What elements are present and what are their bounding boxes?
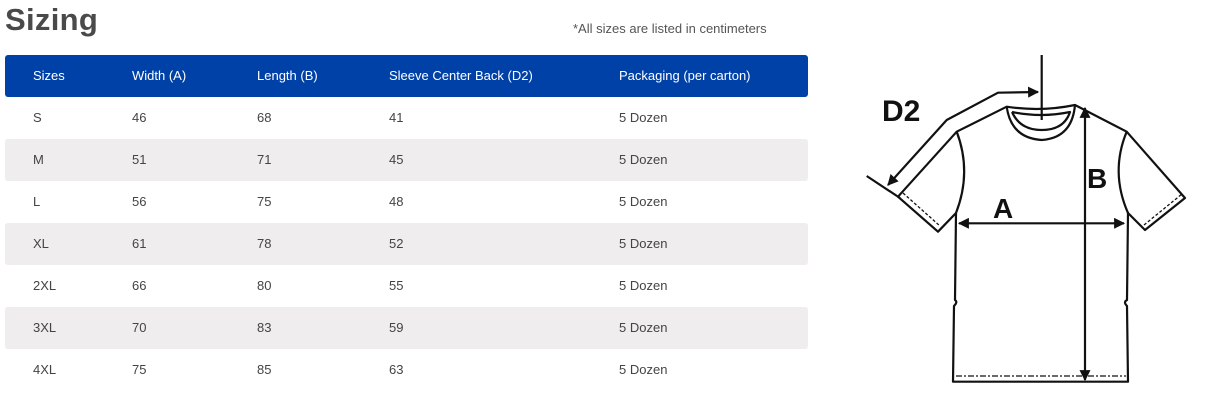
table-row: XL 61 78 52 5 Dozen (5, 223, 808, 265)
cell-size: S (33, 110, 42, 125)
sizing-table: Sizes Width (A) Length (B) Sleeve Center… (5, 55, 808, 391)
cell-sleeve: 45 (389, 152, 404, 167)
cell-length: 68 (257, 110, 272, 125)
header-packaging: Packaging (per carton) (619, 68, 751, 83)
page-title: Sizing (5, 2, 99, 37)
cell-sleeve: 63 (389, 362, 404, 377)
cell-length: 80 (257, 278, 272, 293)
cell-width: 46 (132, 110, 147, 125)
table-row: 2XL 66 80 55 5 Dozen (5, 265, 808, 307)
cell-sleeve: 41 (389, 110, 404, 125)
cell-length: 83 (257, 320, 272, 335)
cell-length: 75 (257, 194, 272, 209)
cell-length: 85 (257, 362, 272, 377)
cell-size: 4XL (33, 362, 57, 377)
table-row: S 46 68 41 5 Dozen (5, 97, 808, 139)
left-armhole (954, 131, 966, 214)
cell-packaging: 5 Dozen (619, 278, 668, 293)
cell-width: 56 (132, 194, 147, 209)
cell-packaging: 5 Dozen (619, 152, 668, 167)
header-length: Length (B) (257, 68, 318, 83)
header-sizes: Sizes (33, 68, 65, 83)
label-a: A (993, 193, 1013, 224)
cell-sleeve: 48 (389, 194, 404, 209)
cell-size: XL (33, 236, 49, 251)
header-sleeve: Sleeve Center Back (D2) (389, 68, 533, 83)
label-b: B (1087, 163, 1107, 194)
cell-width: 66 (132, 278, 147, 293)
header-width: Width (A) (132, 68, 187, 83)
table-row: M 51 71 45 5 Dozen (5, 139, 808, 181)
d2-arrow (887, 86, 1040, 186)
right-armhole (1117, 131, 1130, 214)
cell-sleeve: 59 (389, 320, 404, 335)
cell-width: 51 (132, 152, 147, 167)
cell-size: 2XL (33, 278, 57, 293)
cell-sleeve: 52 (389, 236, 404, 251)
cell-size: M (33, 152, 44, 167)
cell-packaging: 5 Dozen (619, 194, 668, 209)
label-d2: D2 (882, 95, 920, 128)
cell-width: 61 (132, 236, 147, 251)
cell-packaging: 5 Dozen (619, 362, 668, 377)
cell-length: 71 (257, 152, 272, 167)
cell-size: L (33, 194, 41, 209)
cell-packaging: 5 Dozen (619, 236, 668, 251)
cell-packaging: 5 Dozen (619, 110, 668, 125)
cell-sleeve: 55 (389, 278, 404, 293)
cell-width: 75 (132, 362, 147, 377)
table-row: 4XL 75 85 63 5 Dozen (5, 349, 808, 391)
table-header: Sizes Width (A) Length (B) Sleeve Center… (5, 55, 808, 97)
table-row: L 56 75 48 5 Dozen (5, 181, 808, 223)
cell-length: 78 (257, 236, 272, 251)
shirt-outline (896, 103, 1187, 383)
cell-size: 3XL (33, 320, 57, 335)
cell-packaging: 5 Dozen (619, 320, 668, 335)
units-note: *All sizes are listed in centimeters (573, 21, 767, 36)
table-row: 3XL 70 83 59 5 Dozen (5, 307, 808, 349)
cell-width: 70 (132, 320, 147, 335)
